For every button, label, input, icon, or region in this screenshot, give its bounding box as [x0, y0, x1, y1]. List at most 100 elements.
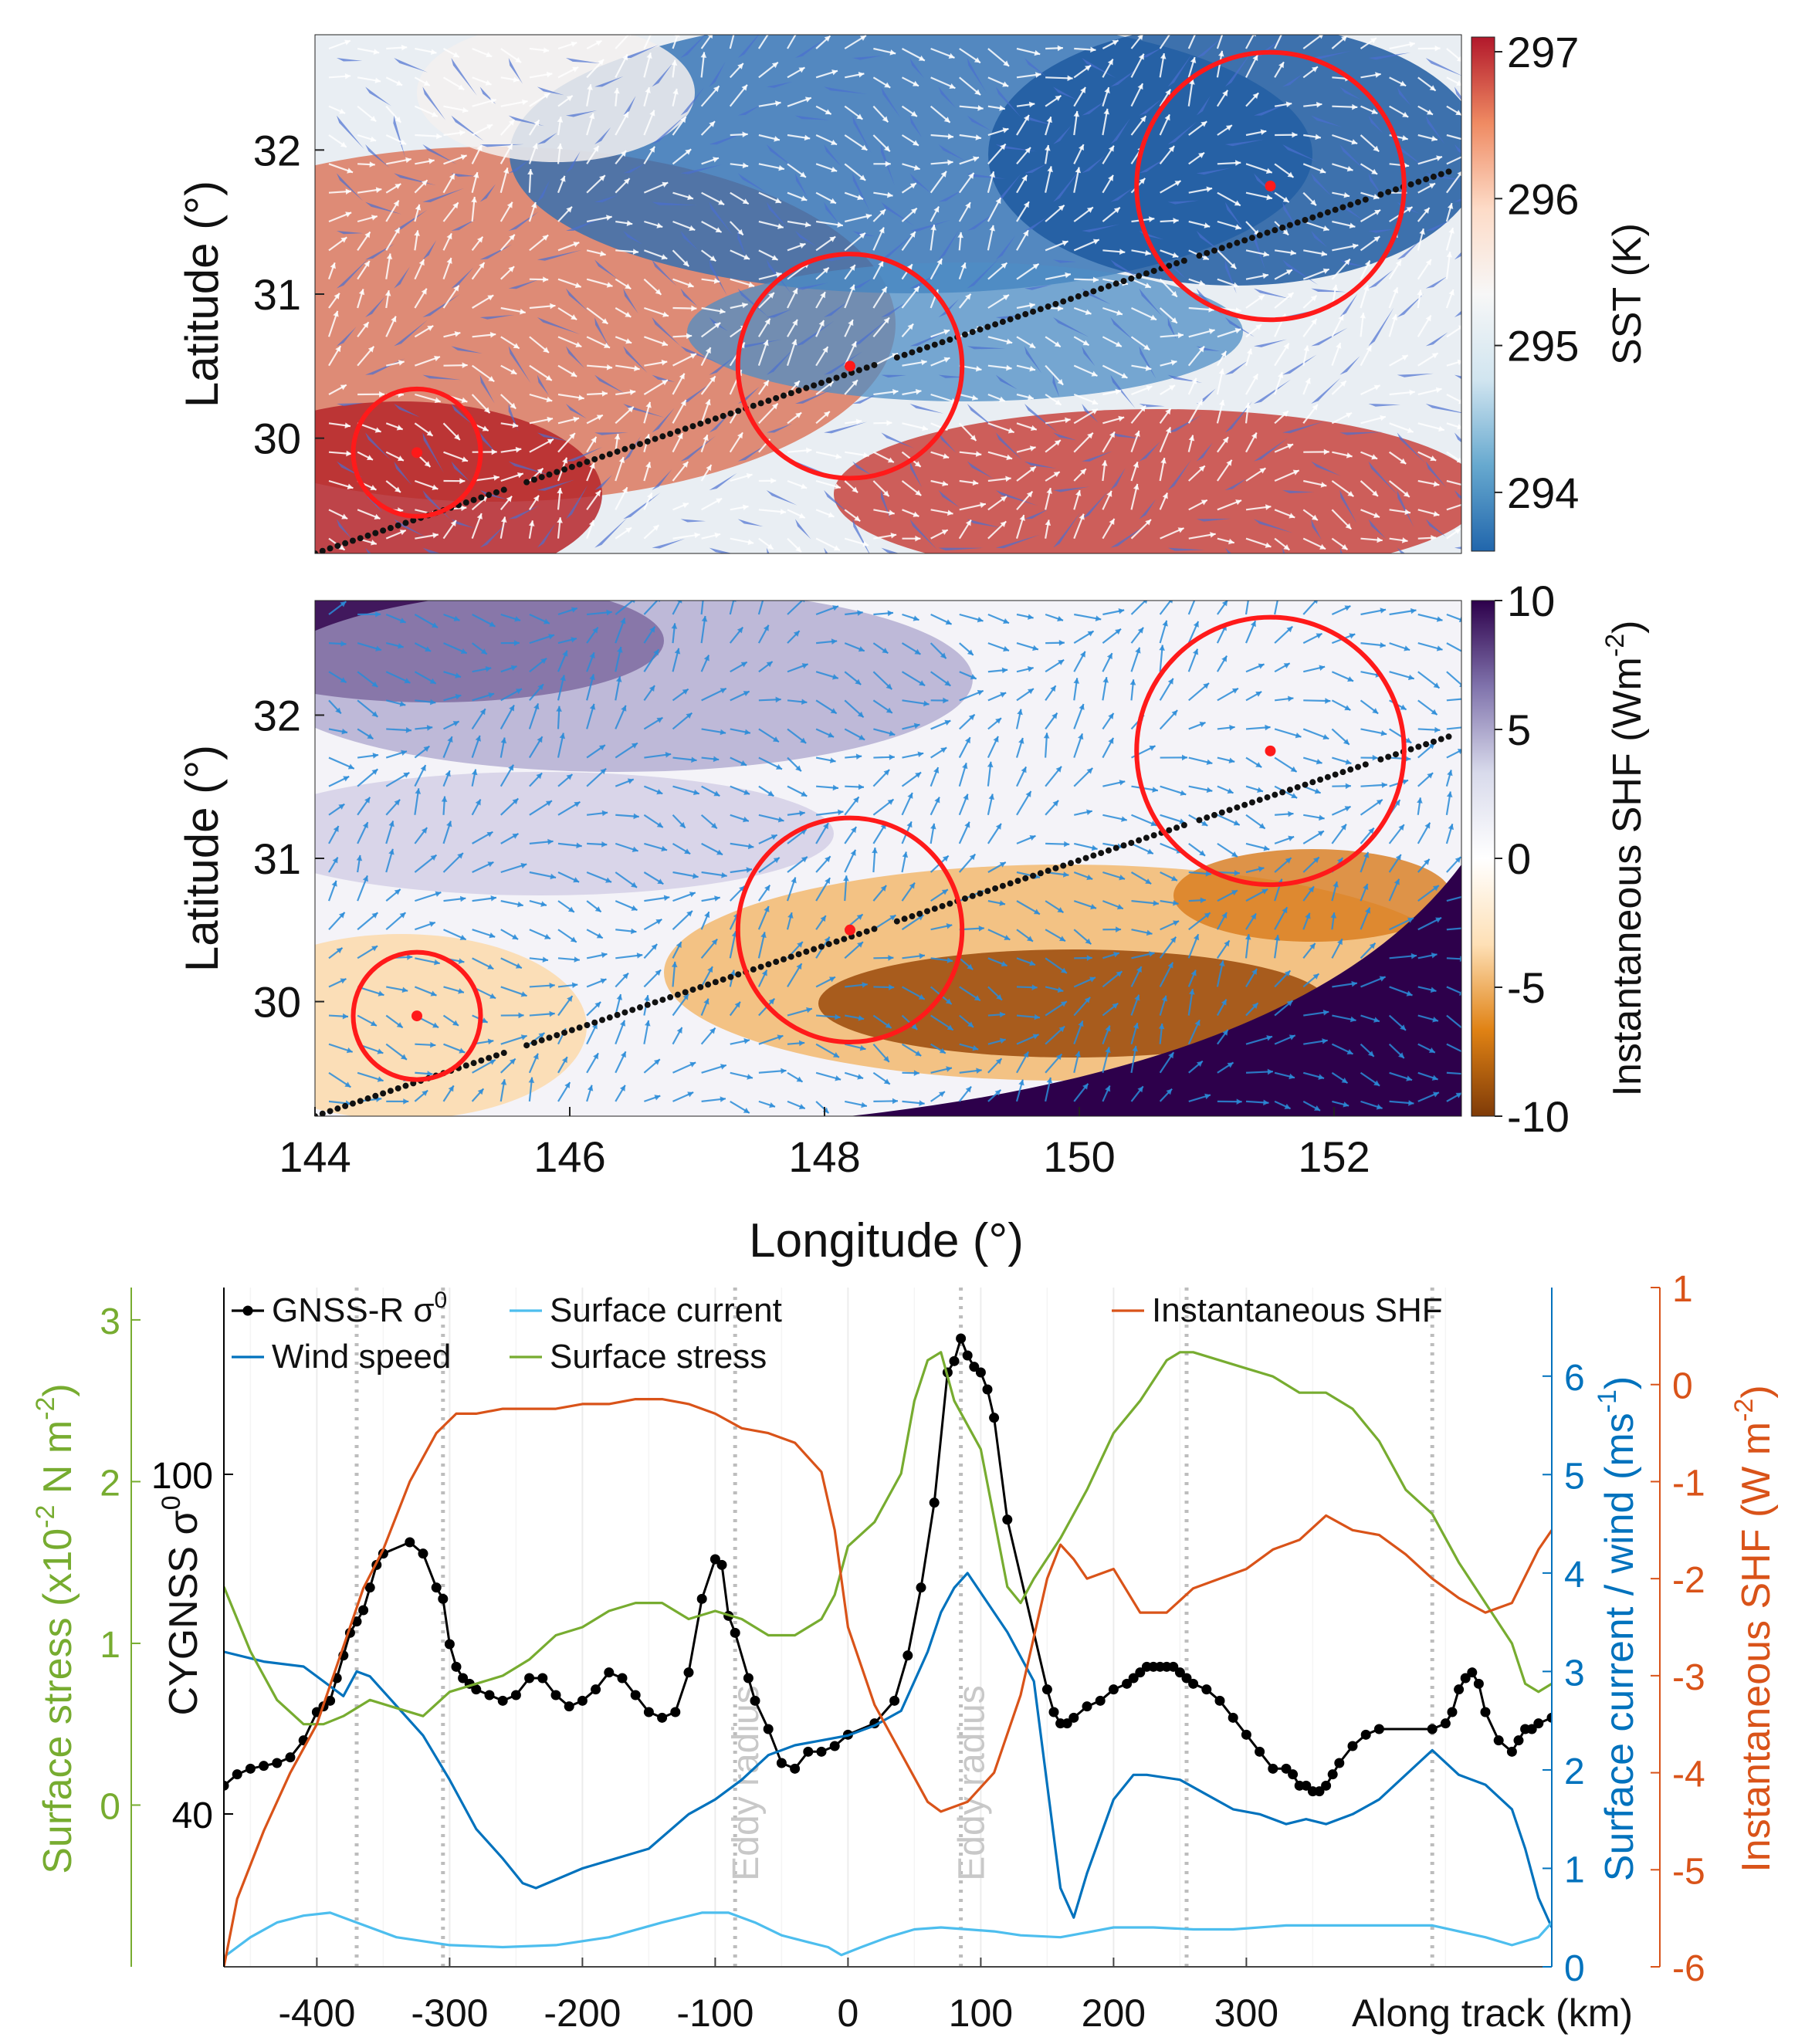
wind-arrow	[1446, 671, 1461, 686]
wind-arrow-head	[1057, 986, 1064, 993]
wind-arrow-head	[513, 640, 520, 646]
wind-arrow-head	[485, 80, 492, 86]
wind-arrow-head	[378, 990, 384, 997]
wind-arrow-head	[1235, 307, 1241, 313]
wind-arrow-head	[506, 144, 513, 151]
stress-wedge	[852, 277, 874, 289]
wind-arrow-head	[714, 895, 720, 902]
wind-arrow-head	[1458, 990, 1461, 996]
wind-arrow-head	[907, 792, 913, 799]
wind-arrow-head	[1265, 504, 1272, 510]
track-point	[380, 527, 387, 534]
track-point	[1226, 807, 1233, 814]
wind-arrow-head	[1404, 509, 1410, 516]
wind-arrow-head	[999, 1037, 1006, 1044]
wind-arrow-head	[940, 652, 947, 659]
track-point	[357, 535, 364, 542]
wind-arrow-head	[1289, 513, 1295, 519]
stress-wedge	[680, 35, 706, 58]
track-point	[327, 545, 334, 552]
track-point	[1128, 839, 1135, 846]
stress-wedge	[766, 347, 796, 375]
wind-arrow-head	[1108, 712, 1114, 719]
track-point	[893, 918, 900, 925]
stress-wedge	[1110, 432, 1143, 439]
wind-arrow-head	[458, 84, 465, 90]
stress-wedge	[824, 86, 868, 94]
wind-arrow-head	[720, 1096, 726, 1102]
track-point	[757, 400, 764, 407]
track-point	[1150, 832, 1157, 839]
wind-arrow-head	[452, 721, 459, 727]
wind-arrow-head	[1373, 145, 1380, 152]
wind-arrow-head	[1370, 38, 1377, 44]
stress-wedge	[1368, 52, 1410, 60]
wind-arrow-head	[1379, 976, 1386, 982]
series-marker	[790, 1763, 801, 1774]
wind-arrow-head	[1172, 252, 1179, 259]
stress-wedge	[652, 63, 673, 87]
track-point	[334, 543, 341, 550]
stress-wedge	[1425, 276, 1448, 289]
wind-arrow-head	[338, 804, 345, 810]
stress-wedge	[1368, 307, 1394, 347]
wind-arrow-head	[632, 601, 635, 604]
wind-arrow-head	[1252, 93, 1259, 100]
track-point	[855, 930, 862, 937]
wind-arrow-head	[851, 827, 857, 834]
wind-arrow-head	[1058, 639, 1065, 646]
series-marker	[550, 1690, 561, 1701]
y-tick-label: 0	[100, 1786, 120, 1827]
wind-arrow-head	[394, 799, 401, 806]
track-point	[999, 882, 1006, 889]
wind-arrow-head	[1258, 866, 1265, 872]
wind-arrow-head	[340, 384, 347, 391]
legend-label: Surface stress	[550, 1338, 767, 1376]
track-point	[841, 936, 848, 942]
wind-arrow-head	[965, 293, 971, 300]
wind-arrow-head	[1191, 377, 1197, 384]
wind-arrow-head	[1311, 514, 1318, 521]
wind-arrow-head	[1456, 80, 1461, 86]
wind-arrow-head	[1315, 134, 1321, 140]
wind-arrow-head	[748, 282, 755, 288]
wind-arrow-head	[804, 96, 811, 103]
wind-arrow-head	[1003, 60, 1010, 66]
stress-wedge	[938, 144, 966, 161]
wind-arrow-head	[1363, 851, 1370, 858]
wind-arrow-head	[1347, 676, 1354, 682]
wind-arrow-head	[1431, 135, 1438, 142]
wind-arrow-head	[1116, 904, 1123, 910]
stress-wedge	[967, 212, 997, 231]
series-marker	[451, 1661, 462, 1672]
wind-arrow-head	[1134, 430, 1140, 437]
x-tick-label: -100	[676, 1992, 753, 2035]
wind-arrow-head	[1228, 538, 1234, 545]
y-tick-label: 30	[253, 978, 301, 1027]
wind-arrow-head	[914, 461, 921, 467]
stress-wedge	[337, 257, 370, 289]
wind-arrow-head	[798, 1103, 805, 1110]
stress-wedge	[1311, 50, 1352, 59]
wind-arrow-head	[604, 342, 611, 348]
wind-arrow-head	[1160, 458, 1167, 464]
wind-arrow-head	[832, 1052, 839, 1058]
stress-wedge	[938, 374, 965, 378]
y-tick-label: -6	[1672, 1948, 1705, 1989]
wind-arrow-head	[371, 912, 378, 919]
wind-arrow-head	[700, 52, 707, 58]
wind-arrow-head	[631, 928, 637, 935]
wind-arrow-head	[1204, 222, 1211, 228]
wind-arrow-head	[831, 139, 838, 145]
right-outer-axis-label: Instantaneous SHF (W m-2)	[1729, 1385, 1779, 1872]
wind-arrow-head	[397, 455, 404, 462]
wind-arrow-head	[396, 80, 403, 86]
series-marker	[709, 1554, 720, 1565]
track-point	[909, 913, 916, 920]
wind-arrow-head	[972, 1044, 979, 1051]
wind-arrow-head	[394, 227, 400, 234]
wind-arrow-head	[1080, 86, 1086, 93]
wind-arrow-head	[375, 645, 381, 651]
wind-arrow	[729, 35, 735, 49]
stress-wedge	[995, 490, 1038, 506]
